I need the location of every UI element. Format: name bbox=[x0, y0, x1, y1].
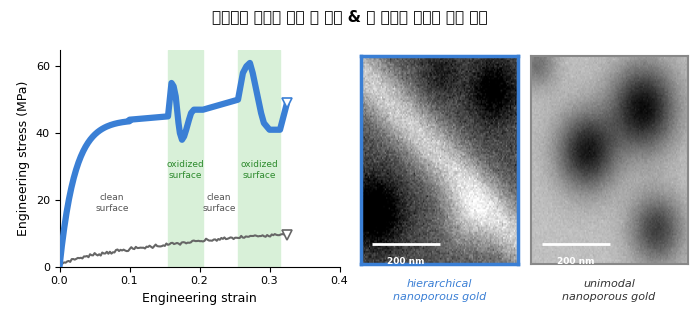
Text: 200 nm: 200 nm bbox=[557, 257, 594, 266]
Text: oxidized
surface: oxidized surface bbox=[167, 160, 204, 180]
Text: unimodal
nanoporous gold: unimodal nanoporous gold bbox=[562, 279, 656, 302]
Bar bbox=[238, 50, 280, 267]
Bar bbox=[168, 50, 203, 267]
Text: 200 nm: 200 nm bbox=[387, 257, 424, 266]
Text: hierarchical
nanoporous gold: hierarchical nanoporous gold bbox=[393, 279, 486, 302]
Y-axis label: Engineering stress (MPa): Engineering stress (MPa) bbox=[17, 80, 30, 236]
X-axis label: Engineering strain: Engineering strain bbox=[142, 292, 257, 305]
Text: 계층구조 적용을 통한 고 강도 & 고 반응성 다공성 금속 개발: 계층구조 적용을 통한 고 강도 & 고 반응성 다공성 금속 개발 bbox=[212, 9, 488, 24]
Text: clean
surface: clean surface bbox=[95, 193, 129, 213]
Text: oxidized
surface: oxidized surface bbox=[240, 160, 278, 180]
Text: clean
surface: clean surface bbox=[202, 193, 236, 213]
